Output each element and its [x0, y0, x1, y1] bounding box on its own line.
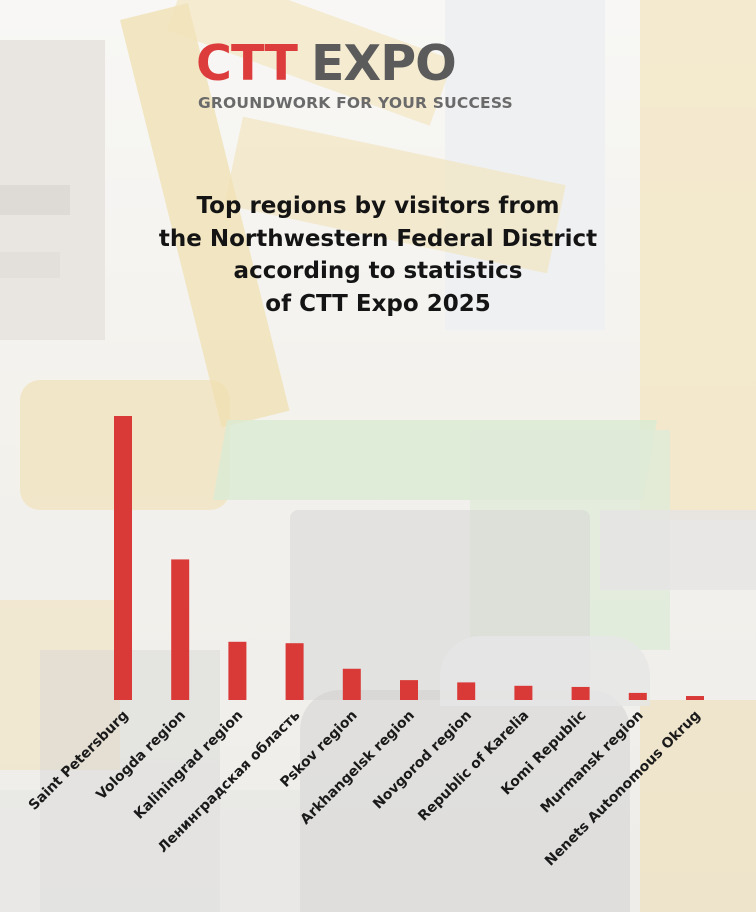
bar-4	[342, 668, 361, 700]
ctt-expo-logo: CTT EXPO GROUNDWORK FOR YOUR SUCCESS	[196, 38, 560, 118]
logo-expo-text: EXPO	[310, 35, 457, 92]
bar-10	[686, 696, 704, 700]
category-label-0: Saint Petersburg	[26, 708, 132, 814]
chart-title: Top regions by visitors from the Northwe…	[78, 190, 678, 320]
bar-8	[571, 686, 590, 700]
category-label-2: Kaliningrad region	[131, 708, 246, 823]
bar-1	[171, 559, 190, 700]
bar-0	[114, 416, 132, 700]
bar-6	[457, 682, 476, 700]
category-label-6: Novgorod region	[370, 708, 475, 813]
bar-5	[400, 680, 418, 700]
bar-9	[628, 692, 647, 700]
logo-tagline: GROUNDWORK FOR YOUR SUCCESS	[198, 94, 513, 112]
chart-title-line-1: Top regions by visitors from	[196, 193, 560, 219]
category-label-9: Murmansk region	[538, 708, 647, 817]
category-label-5: Arkhangelsk region	[298, 708, 418, 828]
bar-7	[514, 685, 533, 700]
chart-title-line-2: the Northwestern Federal District	[158, 225, 598, 252]
bar-3	[285, 643, 304, 700]
category-label-7: Republic of Karelia	[415, 708, 532, 825]
bar-2	[228, 641, 247, 700]
chart-title-line-4: of CTT Expo 2025	[265, 290, 491, 317]
chart-title-line-3: according to statistics	[233, 258, 523, 284]
logo-ctt-text: CTT	[196, 35, 298, 92]
